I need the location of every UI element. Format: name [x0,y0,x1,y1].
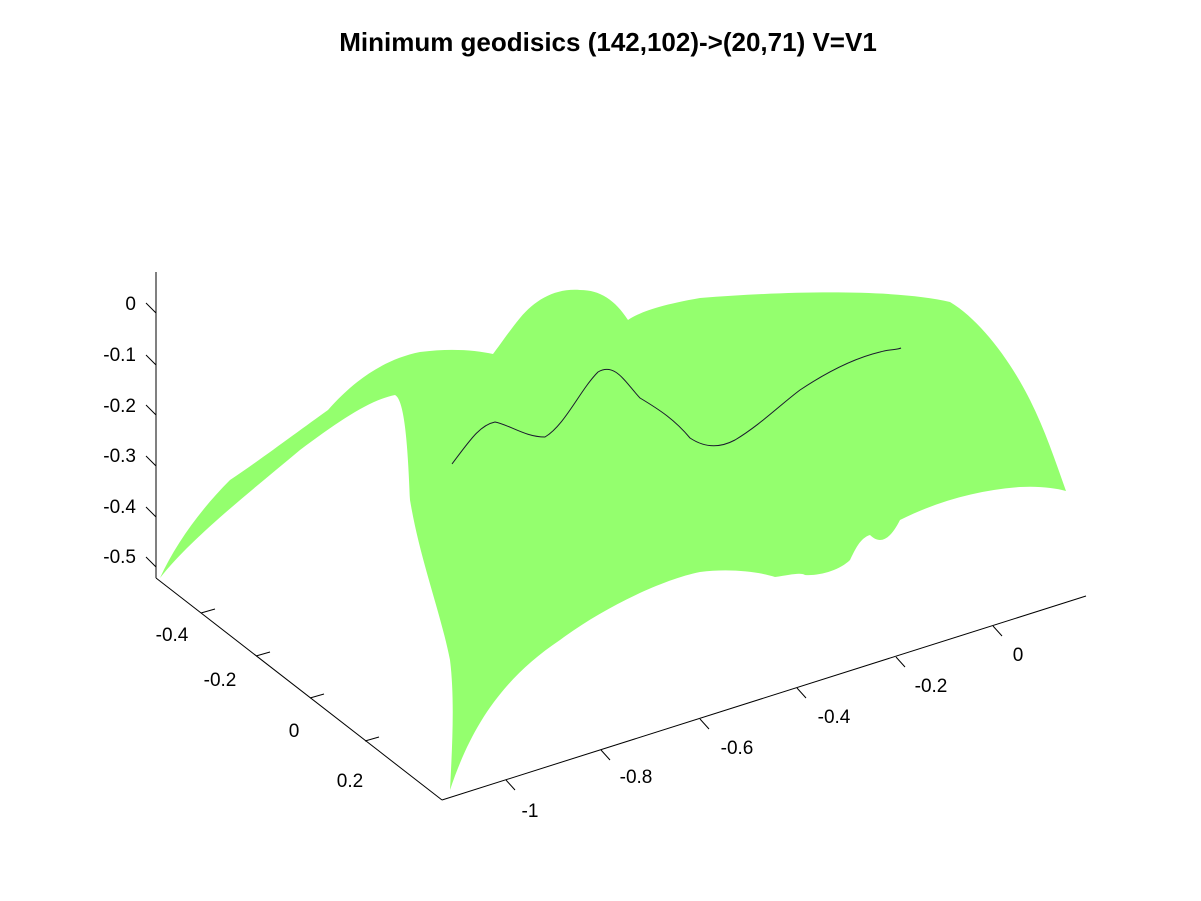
z-tick [145,506,157,518]
z-tick-label: -0.1 [103,345,136,366]
x-tick [505,779,516,791]
z-tick [145,455,157,467]
x-ticks: -1 -0.8 -0.6 -0.4 -0.2 0 [505,625,1024,822]
z-tick-label: -0.4 [103,497,136,518]
z-tick [145,302,157,314]
surface [160,289,1066,790]
y-tick-label: 0.2 [337,771,363,792]
z-tick [145,404,157,416]
x-tick-label: -0.2 [915,676,948,697]
x-tick-label: -0.8 [620,767,653,788]
x-tick-label: 0 [1013,645,1024,666]
x-tick-label: -0.6 [721,738,754,759]
x-tick-label: -1 [522,801,539,822]
y-axis [155,577,443,801]
y-tick [364,736,380,742]
x-tick [796,687,807,699]
z-tick-label: -0.2 [103,396,136,417]
z-tick-label: 0 [125,294,136,315]
x-axis [441,595,1087,801]
geodesic-path [451,347,902,465]
z-tick [145,354,157,366]
y-tick [309,693,325,699]
chart-title: Minimum geodisics (142,102)->(20,71) V=V… [339,27,877,57]
z-tick-label: -0.5 [103,547,136,568]
y-tick [255,651,271,657]
y-ticks: -0.4 -0.2 0 0.2 [156,608,380,792]
x-tick [699,718,710,730]
z-tick-label: -0.3 [103,446,136,467]
y-tick-label: -0.2 [204,670,237,691]
z-tick [145,556,157,568]
x-tick-label: -0.4 [818,707,851,728]
x-tick [600,749,611,761]
y-tick-label: 0 [289,721,300,742]
y-tick-label: -0.4 [156,625,189,646]
z-ticks: 0 -0.1 -0.2 -0.3 -0.4 -0.5 [103,294,157,568]
y-tick [200,608,216,614]
x-tick [992,625,1003,637]
x-tick [895,656,906,668]
